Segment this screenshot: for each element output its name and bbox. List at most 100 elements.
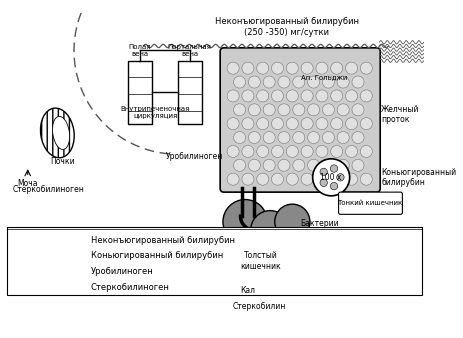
Circle shape xyxy=(257,62,269,74)
Text: Стеркобилиноген: Стеркобилиноген xyxy=(12,185,84,194)
Circle shape xyxy=(248,104,260,116)
Text: Портальная
вена: Портальная вена xyxy=(168,44,212,57)
Circle shape xyxy=(345,90,357,102)
Circle shape xyxy=(293,131,305,144)
Text: Уробилиноген: Уробилиноген xyxy=(91,267,153,276)
Text: Бактерии: Бактерии xyxy=(300,219,339,228)
Text: Коньюгированный
билирубин: Коньюгированный билирубин xyxy=(381,168,456,187)
Circle shape xyxy=(352,104,364,116)
Circle shape xyxy=(360,90,372,102)
Circle shape xyxy=(301,90,313,102)
Circle shape xyxy=(322,131,334,144)
Circle shape xyxy=(286,62,298,74)
Circle shape xyxy=(316,145,328,158)
Circle shape xyxy=(242,145,254,158)
Circle shape xyxy=(250,211,289,249)
Circle shape xyxy=(331,62,343,74)
Circle shape xyxy=(360,118,372,130)
Circle shape xyxy=(227,62,239,74)
Circle shape xyxy=(352,131,364,144)
Circle shape xyxy=(320,179,327,187)
Circle shape xyxy=(227,90,239,102)
Circle shape xyxy=(337,104,349,116)
Circle shape xyxy=(307,131,319,144)
Text: Толстый
кишечник: Толстый кишечник xyxy=(240,251,281,271)
Circle shape xyxy=(271,173,283,185)
Ellipse shape xyxy=(40,108,74,158)
Circle shape xyxy=(330,183,338,190)
Text: Моча: Моча xyxy=(18,179,38,188)
Circle shape xyxy=(223,199,267,244)
Circle shape xyxy=(352,76,364,88)
Circle shape xyxy=(242,62,254,74)
Circle shape xyxy=(271,62,283,74)
Circle shape xyxy=(301,145,313,158)
Circle shape xyxy=(257,145,269,158)
Ellipse shape xyxy=(52,116,69,149)
Circle shape xyxy=(322,104,334,116)
Circle shape xyxy=(313,159,350,196)
Text: Желчный
проток: Желчный проток xyxy=(381,105,419,124)
Circle shape xyxy=(271,118,283,130)
Circle shape xyxy=(257,90,269,102)
Circle shape xyxy=(307,159,319,171)
Circle shape xyxy=(248,76,260,88)
Circle shape xyxy=(286,90,298,102)
Circle shape xyxy=(316,90,328,102)
Circle shape xyxy=(322,159,334,171)
Circle shape xyxy=(293,159,305,171)
Circle shape xyxy=(293,76,305,88)
Circle shape xyxy=(345,62,357,74)
Circle shape xyxy=(257,118,269,130)
Circle shape xyxy=(293,104,305,116)
Circle shape xyxy=(307,76,319,88)
Circle shape xyxy=(271,145,283,158)
Text: Уробилиноген: Уробилиноген xyxy=(166,152,223,162)
Circle shape xyxy=(331,145,343,158)
Circle shape xyxy=(345,173,357,185)
Circle shape xyxy=(233,159,245,171)
Circle shape xyxy=(330,165,338,172)
Circle shape xyxy=(248,131,260,144)
Circle shape xyxy=(331,90,343,102)
Circle shape xyxy=(331,118,343,130)
Circle shape xyxy=(337,174,344,181)
Circle shape xyxy=(227,173,239,185)
Bar xyxy=(178,61,202,124)
Circle shape xyxy=(242,90,254,102)
Text: Коньюгированный билирубин: Коньюгированный билирубин xyxy=(91,251,223,261)
Circle shape xyxy=(278,104,290,116)
Circle shape xyxy=(316,173,328,185)
Text: Неконъюгированный билирубин: Неконъюгированный билирубин xyxy=(91,236,235,245)
Circle shape xyxy=(233,104,245,116)
Circle shape xyxy=(301,118,313,130)
Bar xyxy=(7,227,422,295)
Circle shape xyxy=(352,159,364,171)
Circle shape xyxy=(233,76,245,88)
Text: 100 х: 100 х xyxy=(320,173,342,182)
FancyBboxPatch shape xyxy=(220,48,380,192)
Text: Внутрипеченочная
циркуляция: Внутрипеченочная циркуляция xyxy=(121,106,190,119)
Circle shape xyxy=(331,173,343,185)
Circle shape xyxy=(316,62,328,74)
Text: Тонкий кишечник: Тонкий кишечник xyxy=(338,200,403,206)
Circle shape xyxy=(263,104,275,116)
Circle shape xyxy=(337,131,349,144)
Text: Почки: Почки xyxy=(50,157,75,166)
Text: Полая
вена: Полая вена xyxy=(128,44,151,57)
Text: Ап. Гольджи: Ап. Гольджи xyxy=(300,74,347,80)
Circle shape xyxy=(227,118,239,130)
Circle shape xyxy=(345,118,357,130)
Circle shape xyxy=(242,173,254,185)
Circle shape xyxy=(337,76,349,88)
Circle shape xyxy=(242,118,254,130)
Circle shape xyxy=(278,159,290,171)
Circle shape xyxy=(360,62,372,74)
Text: Кал: Кал xyxy=(240,287,256,295)
Circle shape xyxy=(286,145,298,158)
Circle shape xyxy=(320,168,327,175)
Circle shape xyxy=(227,145,239,158)
Circle shape xyxy=(360,145,372,158)
Circle shape xyxy=(307,104,319,116)
Circle shape xyxy=(263,159,275,171)
